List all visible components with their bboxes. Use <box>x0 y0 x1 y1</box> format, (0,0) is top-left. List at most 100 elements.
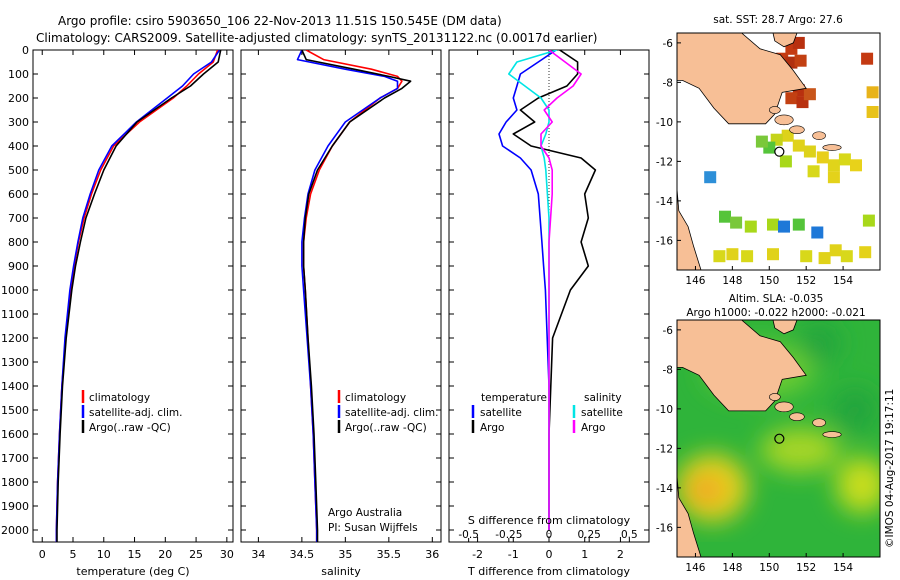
s-tick-label: 0 <box>546 529 553 541</box>
difference-legend: temperature salinity satellite Argo sate… <box>471 392 623 434</box>
y-tick-label: 800 <box>8 236 29 249</box>
sst-cell <box>755 135 768 148</box>
sst-cell <box>827 171 840 184</box>
island <box>812 131 826 140</box>
x-tick-label: 25 <box>189 548 203 561</box>
y-tick-label: 100 <box>8 68 29 81</box>
legend-title-salinity: salinity <box>584 392 622 404</box>
y-tick-label: 1700 <box>1 452 29 465</box>
sst-map-title: sat. SST: 28.7 Argo: 27.6 <box>713 14 843 26</box>
legend-label-climatology: climatology <box>89 392 150 404</box>
sst-cells <box>704 36 879 265</box>
profile-line-argo-raw-qc- <box>56 50 222 542</box>
island <box>822 144 842 151</box>
map-x-tick-label: 154 <box>833 275 853 287</box>
sst-cell <box>719 210 731 223</box>
sst-cell <box>816 151 829 164</box>
x-tick-label: -2 <box>472 548 483 561</box>
y-tick-label: 600 <box>8 188 29 201</box>
x-tick-label: 15 <box>128 548 142 561</box>
y-tick-label: 1800 <box>1 476 29 489</box>
sst-cell <box>781 129 794 142</box>
x-tick-label: 1 <box>581 548 588 561</box>
sst-cell <box>861 52 874 65</box>
map-y-tick-label: -16 <box>656 235 673 247</box>
difference-profiles <box>498 50 597 542</box>
sst-cell <box>800 250 813 263</box>
profile-line-climatology <box>55 50 219 542</box>
annotation-pi: PI: Susan Wijffels <box>328 522 418 534</box>
difference-axes: -2 -1 0 1 2 -0.5 -0.25 0 0.25 0.5 <box>449 49 649 561</box>
salinity-axes: 34 34.5 35 35.5 36 <box>241 49 441 561</box>
sst-cell <box>866 86 879 99</box>
sst-argo-position-marker <box>774 146 785 157</box>
map-y-tick-label: -6 <box>663 38 674 50</box>
sst-cell <box>840 250 853 263</box>
y-tick-label: 2000 <box>1 524 29 537</box>
temperature-axes: 0 5 10 15 20 25 300100200300400500600700800900… <box>1 44 234 561</box>
sla-map-axes: 146 148 150 152 154 -6 -8 -10 -12 -14 -16 <box>656 325 854 574</box>
sla-map <box>677 320 880 557</box>
title-line-2: Climatology: CARS2009. Satellite-adjuste… <box>36 31 597 45</box>
s-tick-label: 0.5 <box>621 529 638 541</box>
new-britain-land <box>772 320 798 335</box>
sla-mid-patch-2 <box>760 428 840 472</box>
map-y-tick-label: -6 <box>663 325 674 337</box>
sst-cell <box>862 214 875 227</box>
map-y-tick-label: -8 <box>663 364 673 376</box>
sst-map-axes: 146 148 150 152 154 -6 -8 -10 -12 -14 -16 <box>656 38 854 287</box>
temperature-x-label: temperature (deg C) <box>76 565 189 578</box>
legend-label-climatology: climatology <box>345 392 406 404</box>
temperature-profiles <box>55 50 222 542</box>
sst-cell <box>767 218 779 231</box>
y-tick-label: 500 <box>8 164 29 177</box>
map-x-tick-label: 150 <box>759 275 779 287</box>
x-tick-label: 30 <box>220 548 234 561</box>
y-tick-label: 1500 <box>1 404 29 417</box>
sst-land <box>677 33 842 270</box>
island <box>774 114 794 126</box>
title-line-1: Argo profile: csiro 5903650_106 22-Nov-2… <box>58 14 502 28</box>
y-tick-label: 1600 <box>1 428 29 441</box>
map-x-tick-label: 148 <box>722 275 742 287</box>
x-tick-label: 34.5 <box>290 548 315 561</box>
legend-label-argo: Argo(..raw -QC) <box>345 422 427 434</box>
legend-title-temperature: temperature <box>481 392 547 404</box>
legend-label-s-satellite: satellite <box>581 407 623 419</box>
y-tick-label: 200 <box>8 92 29 105</box>
y-tick-label: 1000 <box>1 284 29 297</box>
map-x-tick-label: 148 <box>722 562 742 574</box>
sst-cell <box>792 218 805 231</box>
sst-cell <box>803 145 816 158</box>
sst-cell <box>838 153 851 166</box>
s-difference-label: S difference from climatology <box>468 514 631 527</box>
x-tick-label: 10 <box>97 548 111 561</box>
island <box>812 418 826 427</box>
sst-cell <box>741 250 754 263</box>
sst-cell <box>726 248 739 261</box>
map-y-tick-label: -8 <box>663 77 673 89</box>
x-tick-label: 5 <box>70 548 77 561</box>
island <box>822 431 842 438</box>
island <box>768 393 781 401</box>
sst-cell <box>850 159 862 172</box>
sla-map-subtitle: Argo h1000: -0.022 h2000: -0.021 <box>686 307 865 319</box>
map-x-tick-label: 146 <box>685 275 705 287</box>
map-y-tick-label: -16 <box>656 522 673 534</box>
x-tick-label: 35.5 <box>377 548 402 561</box>
imos-timestamp: ©IMOS 04-Aug-2017 19:17:11 <box>884 389 896 548</box>
australia-land <box>677 188 702 270</box>
map-y-tick-label: -14 <box>656 196 673 208</box>
australia-land <box>677 475 702 557</box>
legend-label-satellite: satellite-adj. clim. <box>89 407 182 419</box>
y-tick-label: 1300 <box>1 356 29 369</box>
sla-map-title: Altim. SLA: -0.035 <box>729 293 824 305</box>
y-tick-label: 1900 <box>1 500 29 513</box>
map-y-tick-label: -12 <box>656 156 673 168</box>
salinity-legend: climatology satellite-adj. clim. Argo(..… <box>328 390 438 534</box>
sla-low-patch-2 <box>833 388 877 432</box>
s-tick-label: 0.25 <box>577 529 600 541</box>
annotation-argo-australia: Argo Australia <box>328 507 402 519</box>
papua-new-guinea-land <box>677 33 807 125</box>
